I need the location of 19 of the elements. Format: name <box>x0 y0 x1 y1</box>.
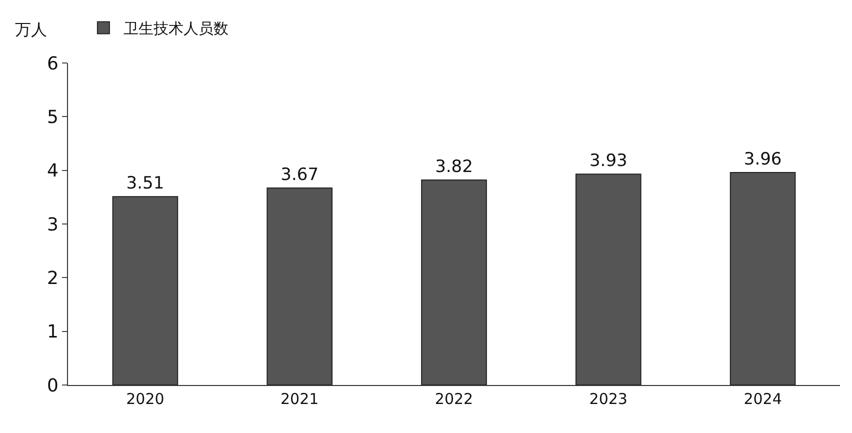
data-label: 3.96 <box>744 149 782 170</box>
y-tick-label: 6 <box>46 53 58 74</box>
y-axis-title: 万人 <box>15 20 47 39</box>
x-tick-label: 2021 <box>280 390 319 408</box>
data-label: 3.67 <box>280 165 319 186</box>
y-tick-label: 5 <box>46 106 58 128</box>
data-label: 3.93 <box>589 151 628 172</box>
y-tick-label: 3 <box>46 214 58 236</box>
data-label: 3.51 <box>126 174 164 194</box>
y-tick-label: 1 <box>46 322 58 343</box>
y-tick-label: 0 <box>46 375 58 396</box>
x-tick-label: 2022 <box>434 390 474 408</box>
legend-label: 卫生技术人员数 <box>123 20 228 38</box>
y-tick-label: 4 <box>46 160 58 182</box>
y-tick-label: 2 <box>46 268 58 289</box>
x-tick-label: 2024 <box>744 390 782 408</box>
data-label: 3.82 <box>435 156 473 177</box>
x-tick-label: 2023 <box>589 390 628 408</box>
x-tick-label: 2020 <box>126 390 164 408</box>
